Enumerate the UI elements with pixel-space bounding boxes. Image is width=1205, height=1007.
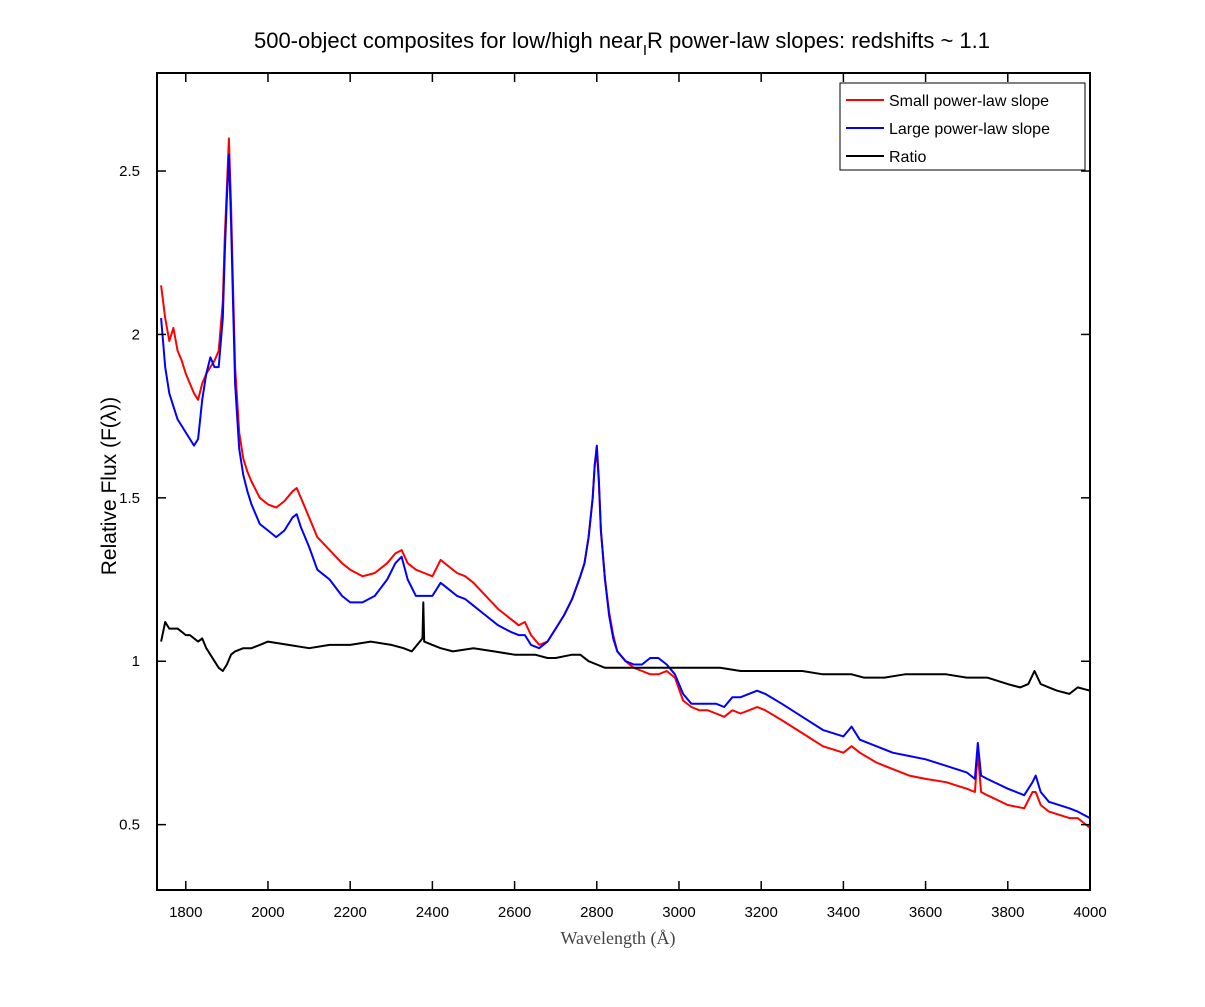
y-tick-label: 2.5: [119, 163, 140, 180]
series-layer: [160, 137, 1091, 829]
x-axis-label: Wavelength (Å): [560, 928, 675, 949]
series-line-large-power-law-slope: [160, 153, 1091, 819]
y-tick-label: 0.5: [119, 817, 140, 834]
x-tick-label: 2200: [333, 904, 366, 921]
chart-title: 500-object composites for low/high nearI…: [254, 28, 990, 59]
series-line-ratio: [160, 601, 1091, 695]
x-tick-label: 3800: [991, 904, 1024, 921]
x-tick-label: 2400: [416, 904, 449, 921]
x-tick-label: 2800: [580, 904, 613, 921]
y-axis-label: Relative Flux (F(λ)): [98, 397, 121, 576]
legend-label: Small power-law slope: [889, 93, 1049, 110]
x-tick-label: 3400: [827, 904, 860, 921]
legend-label: Large power-law slope: [889, 121, 1050, 138]
x-tick-label: 1800: [169, 904, 202, 921]
plot-frame: [156, 72, 1091, 891]
x-tick-label: 3600: [909, 904, 942, 921]
x-tick-label: 3000: [662, 904, 695, 921]
x-tick-label: 2000: [251, 904, 284, 921]
x-tick-label: 2600: [498, 904, 531, 921]
y-tick-label: 1.5: [119, 490, 140, 507]
legend-label: Ratio: [889, 149, 926, 166]
x-tick-label: 4000: [1073, 904, 1106, 921]
x-tick-label: 3200: [745, 904, 778, 921]
legend: Small power-law slope Large power-law slo…: [839, 82, 1086, 171]
tick-layer: 1800 2000 2200 2400 2600 2800 3000 3200 3400 3600…: [119, 73, 1107, 921]
y-tick-label: 2: [132, 326, 140, 343]
y-tick-label: 1: [132, 653, 140, 670]
